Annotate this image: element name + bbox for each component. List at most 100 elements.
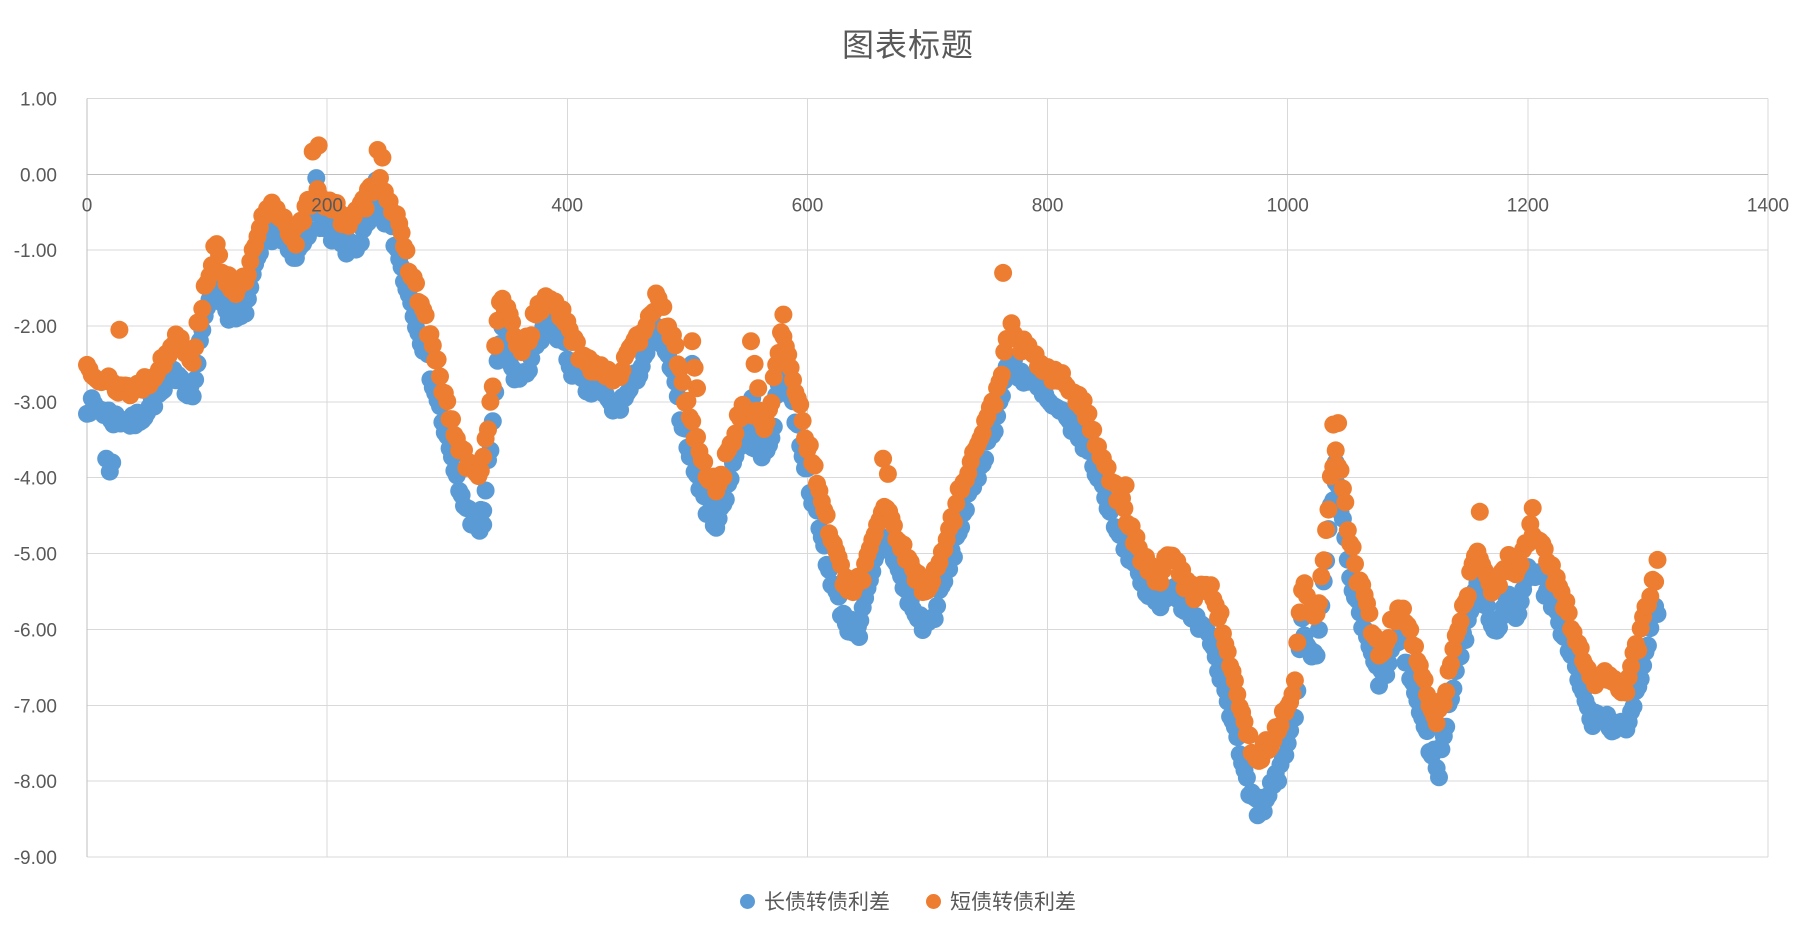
data-point <box>373 148 392 167</box>
data-point <box>1346 554 1364 573</box>
legend-item-long-bond[interactable]: 长债转债利差 <box>740 886 890 916</box>
data-point <box>1415 670 1434 689</box>
data-point <box>428 350 447 369</box>
data-point <box>1079 404 1098 423</box>
data-point <box>1254 802 1273 821</box>
data-point <box>1309 594 1328 613</box>
data-point <box>726 424 745 443</box>
data-point <box>1622 657 1641 676</box>
data-point <box>186 370 205 389</box>
data-point <box>110 320 129 339</box>
data-point <box>1201 576 1220 595</box>
legend-marker-blue-icon <box>740 893 755 909</box>
data-point <box>443 410 461 429</box>
data-point <box>1336 493 1355 512</box>
data-point <box>1490 576 1508 595</box>
data-point <box>1406 637 1424 656</box>
data-point <box>423 336 442 355</box>
x-tick-label: 600 <box>792 195 824 216</box>
data-point <box>431 367 449 386</box>
y-tick-label: -9.00 <box>14 848 57 869</box>
legend-label-short-bond: 短债转债利差 <box>950 891 1076 914</box>
legend: 长债转债利差 短债转债利差 <box>0 886 1816 916</box>
data-point <box>483 377 502 396</box>
data-point <box>666 336 685 355</box>
data-point <box>673 373 692 392</box>
data-point <box>309 136 328 155</box>
data-point <box>356 199 375 218</box>
data-point <box>944 513 963 531</box>
data-point <box>183 353 202 372</box>
x-tick-label: 800 <box>1032 195 1064 216</box>
data-point <box>1319 500 1338 519</box>
x-tick-label: 1200 <box>1507 195 1549 216</box>
data-point <box>1624 697 1643 716</box>
legend-item-short-bond[interactable]: 短债转债利差 <box>926 886 1076 916</box>
data-point <box>685 358 704 377</box>
data-point <box>1307 646 1326 665</box>
data-point <box>1288 633 1307 652</box>
data-point <box>1283 685 1302 704</box>
data-point <box>749 379 768 398</box>
data-point <box>479 420 497 439</box>
data-point <box>407 274 425 293</box>
data-point <box>884 516 903 535</box>
data-point <box>1312 567 1331 586</box>
data-point <box>793 411 812 430</box>
data-point <box>392 223 411 242</box>
x-tick-label: 1400 <box>1747 195 1789 216</box>
data-point <box>1629 641 1648 660</box>
data-point <box>671 359 690 378</box>
data-point <box>688 379 706 398</box>
data-point <box>294 212 313 231</box>
data-point <box>1401 620 1420 639</box>
data-point <box>1523 499 1542 517</box>
y-tick-label: -8.00 <box>14 772 57 793</box>
data-point <box>678 391 697 410</box>
data-point <box>186 338 205 357</box>
data-point <box>486 336 505 355</box>
series-short-bond <box>78 136 1667 770</box>
data-point <box>853 571 872 590</box>
data-point <box>850 628 869 646</box>
data-point <box>1451 612 1470 631</box>
data-point <box>1326 441 1345 460</box>
x-tick-label: 200 <box>311 195 343 216</box>
data-point <box>994 263 1013 282</box>
data-point <box>474 501 493 520</box>
data-point <box>714 468 733 487</box>
data-point <box>416 306 435 325</box>
data-point <box>1333 479 1352 498</box>
data-point <box>1240 726 1259 745</box>
data-point <box>791 395 810 414</box>
data-point <box>1444 640 1463 658</box>
y-tick-label: -4.00 <box>14 469 57 490</box>
data-point <box>688 428 706 446</box>
data-point <box>1427 714 1446 733</box>
y-tick-label: 1.00 <box>20 89 57 110</box>
data-point <box>878 464 897 483</box>
data-point <box>476 481 495 500</box>
data-point <box>193 299 212 318</box>
data-point <box>695 452 714 471</box>
data-point <box>286 235 305 254</box>
data-point <box>1317 521 1336 539</box>
data-point <box>985 396 1004 415</box>
data-point <box>1329 414 1348 433</box>
data-point <box>438 392 457 411</box>
data-point <box>762 393 781 412</box>
data-point <box>1559 603 1578 622</box>
data-point <box>1084 420 1103 439</box>
data-point <box>1442 655 1460 673</box>
legend-marker-orange-icon <box>926 893 941 909</box>
data-point <box>351 234 370 253</box>
data-point <box>805 456 824 475</box>
data-point <box>1648 550 1667 569</box>
data-point <box>1115 499 1134 518</box>
data-point <box>183 387 202 406</box>
data-point <box>1225 671 1244 690</box>
data-point <box>742 332 760 351</box>
y-tick-label: -3.00 <box>14 393 57 414</box>
data-point <box>992 365 1011 384</box>
